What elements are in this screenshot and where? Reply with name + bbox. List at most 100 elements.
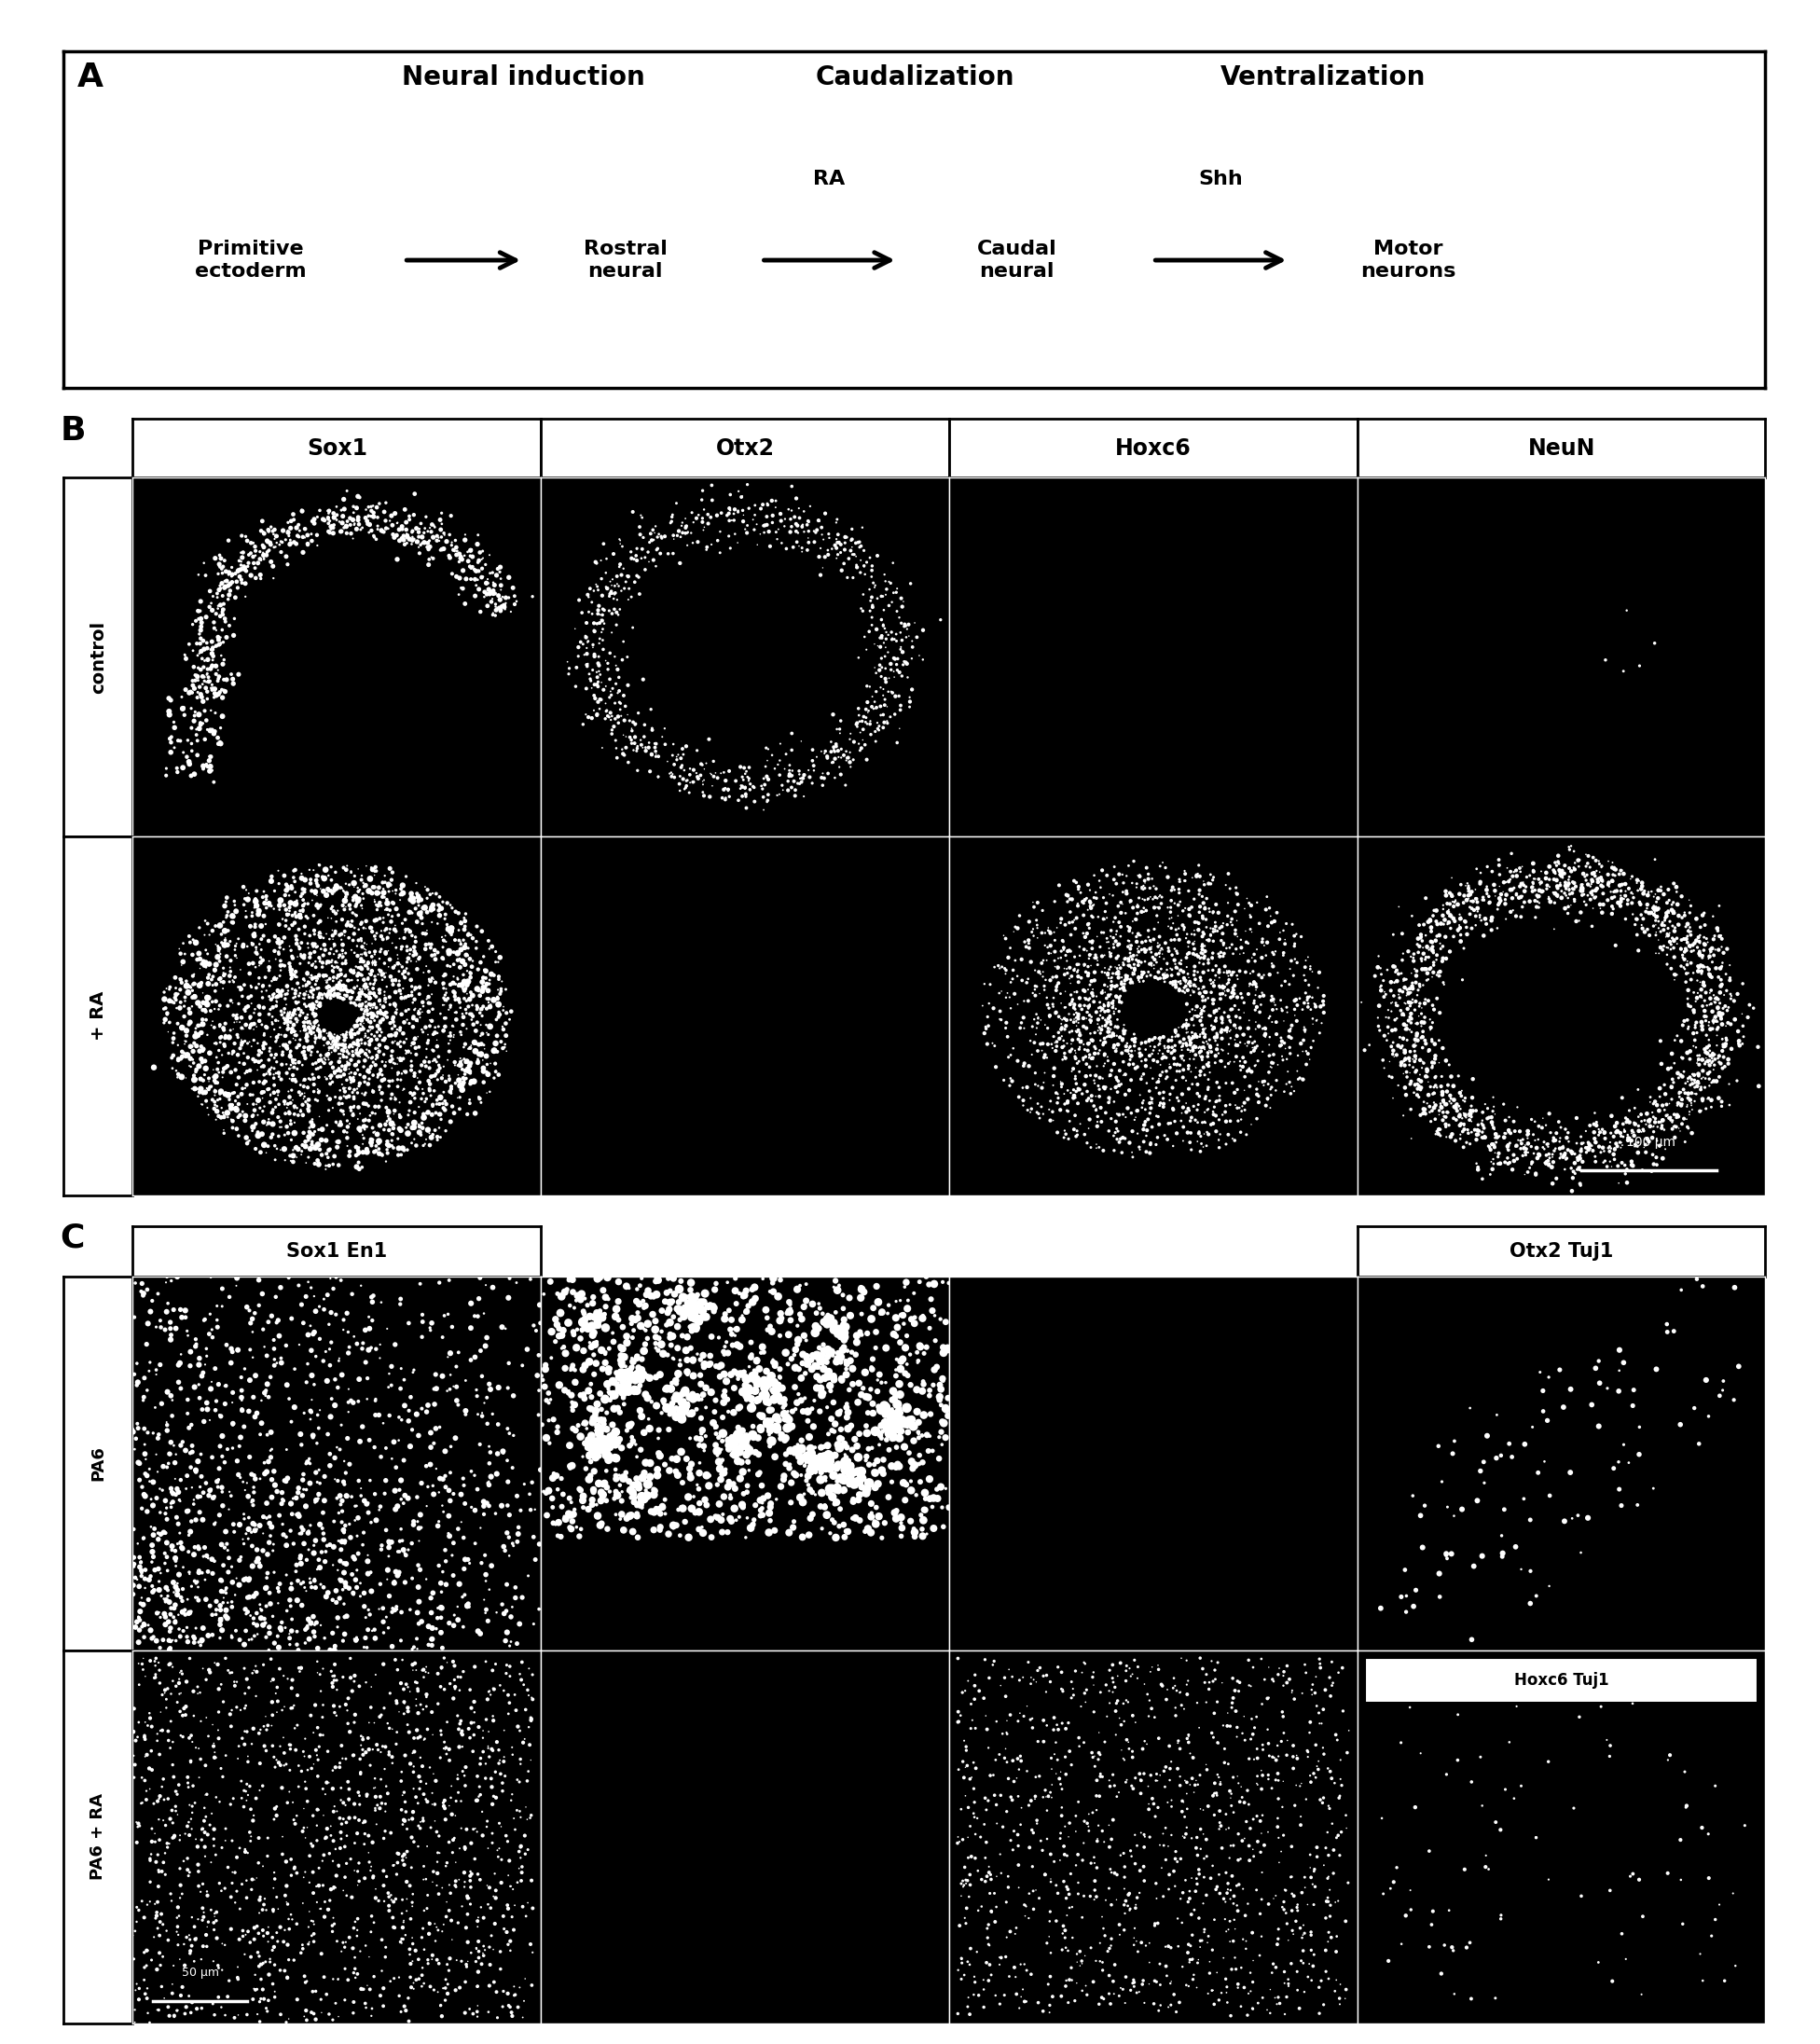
- Point: [743, 1386, 772, 1419]
- Point: [286, 1652, 315, 1684]
- Point: [870, 1506, 899, 1539]
- Point: [313, 503, 342, 536]
- Point: [364, 1089, 393, 1122]
- Point: [1663, 1057, 1693, 1089]
- Point: [575, 658, 604, 691]
- Point: [300, 961, 329, 993]
- Point: [204, 1950, 233, 1983]
- Point: [570, 1335, 599, 1367]
- Point: [1050, 1087, 1079, 1120]
- Point: [1456, 885, 1485, 918]
- Point: [588, 1468, 617, 1500]
- Point: [679, 1310, 708, 1343]
- Point: [612, 560, 641, 593]
- Point: [672, 511, 701, 544]
- Point: [664, 546, 693, 578]
- Point: [1649, 930, 1678, 963]
- Point: [1138, 883, 1167, 916]
- Point: [409, 511, 439, 544]
- Point: [409, 891, 439, 924]
- Point: [453, 977, 482, 1010]
- Point: [1603, 1116, 1633, 1149]
- Point: [282, 1907, 311, 1940]
- Point: [318, 1795, 348, 1827]
- Point: [672, 1396, 701, 1429]
- Point: [153, 1831, 182, 1864]
- Point: [919, 1267, 948, 1300]
- Point: [586, 1412, 615, 1445]
- Point: [1148, 959, 1178, 991]
- Point: [388, 930, 417, 963]
- Point: [1583, 844, 1613, 877]
- Point: [526, 1359, 555, 1392]
- Point: [595, 1431, 624, 1464]
- Point: [470, 1901, 499, 1934]
- Point: [209, 544, 238, 576]
- Point: [430, 924, 459, 957]
- Point: [371, 1860, 400, 1893]
- Point: [1425, 1120, 1454, 1153]
- Point: [615, 1363, 644, 1396]
- Point: [606, 1355, 635, 1388]
- Point: [1081, 1128, 1110, 1161]
- Point: [753, 1517, 783, 1549]
- Point: [1076, 1024, 1105, 1057]
- Point: [189, 1357, 218, 1390]
- Point: [164, 1613, 193, 1645]
- Point: [317, 1018, 346, 1051]
- Point: [435, 1063, 464, 1096]
- Point: [1305, 1784, 1334, 1817]
- Point: [490, 1596, 519, 1629]
- Point: [297, 1997, 326, 2030]
- Point: [1545, 1132, 1574, 1165]
- Point: [204, 548, 233, 580]
- Point: [204, 1697, 233, 1729]
- Point: [1056, 1034, 1085, 1067]
- Point: [171, 1302, 200, 1335]
- Point: [346, 953, 375, 985]
- Point: [753, 486, 783, 519]
- Point: [280, 905, 309, 938]
- Point: [289, 987, 318, 1020]
- Point: [1682, 1067, 1711, 1100]
- Point: [1072, 1040, 1101, 1073]
- Point: [340, 1788, 369, 1821]
- Point: [1199, 861, 1228, 893]
- Point: [1136, 1098, 1165, 1130]
- Point: [1531, 1445, 1560, 1478]
- Point: [415, 955, 444, 987]
- Point: [1183, 1020, 1212, 1053]
- Point: [684, 1429, 713, 1461]
- Point: [621, 1363, 650, 1396]
- Point: [726, 1331, 755, 1363]
- Point: [249, 875, 278, 908]
- Point: [229, 1047, 258, 1079]
- Point: [1087, 1758, 1116, 1791]
- Point: [539, 1402, 568, 1435]
- Point: [1227, 1104, 1256, 1136]
- Point: [288, 1815, 317, 1848]
- Point: [266, 893, 295, 926]
- Point: [380, 948, 409, 981]
- Point: [206, 542, 235, 574]
- Point: [257, 1441, 286, 1474]
- Point: [191, 601, 220, 634]
- Point: [1250, 1829, 1279, 1862]
- Point: [1176, 969, 1205, 1002]
- Point: [1057, 1748, 1087, 1780]
- Point: [253, 1821, 282, 1854]
- Point: [1136, 1684, 1165, 1717]
- Point: [340, 1049, 369, 1081]
- Point: [315, 1766, 344, 1799]
- Point: [755, 1310, 784, 1343]
- Point: [162, 979, 191, 1012]
- Point: [1021, 969, 1050, 1002]
- Point: [1401, 1026, 1431, 1059]
- Point: [124, 1807, 153, 1840]
- Point: [355, 1425, 384, 1457]
- Point: [144, 1523, 173, 1555]
- Point: [1212, 1876, 1241, 1909]
- Point: [260, 1752, 289, 1784]
- Point: [197, 672, 226, 705]
- Point: [388, 1844, 417, 1876]
